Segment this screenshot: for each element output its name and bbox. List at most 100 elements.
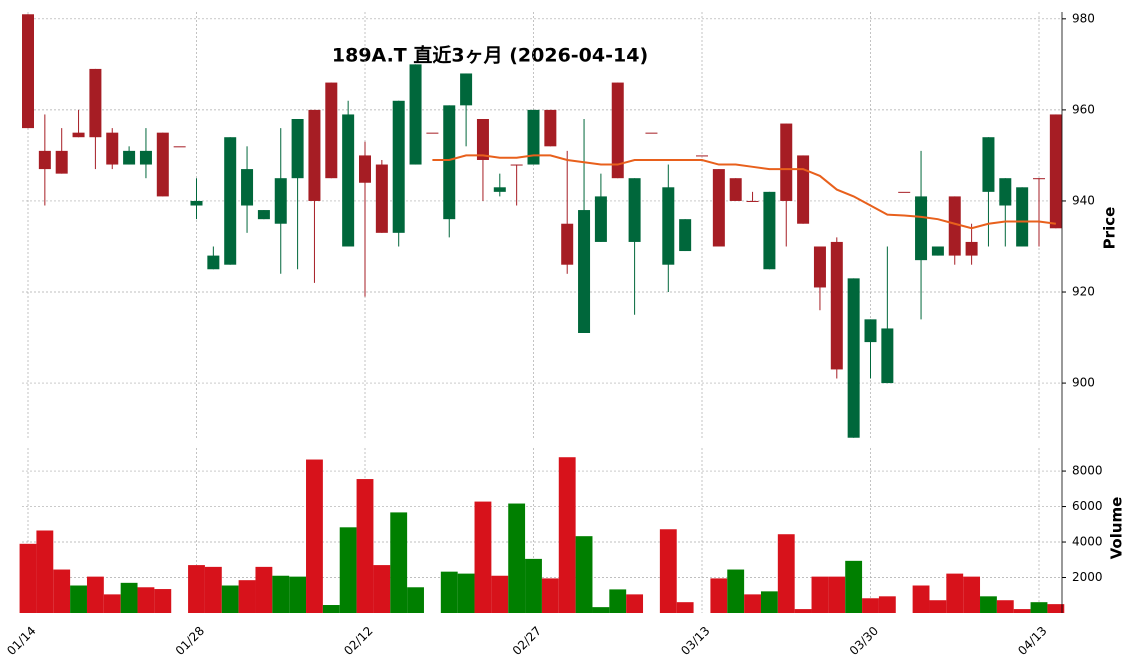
volume-bar (491, 575, 509, 613)
volume-bar (407, 587, 424, 613)
x-tick-label: 01/28 (173, 624, 207, 658)
volume-bar (1047, 604, 1065, 613)
candle-body (392, 100, 405, 233)
volume-bar (541, 578, 559, 613)
candle-body (999, 178, 1012, 206)
candle-body (476, 119, 489, 160)
candle-body (763, 191, 776, 270)
chart-title: 189A.T 直近3ヶ月 (2026-04-14) (332, 44, 648, 67)
candle-body (611, 82, 624, 179)
candle-body (830, 241, 843, 370)
candle-body (22, 14, 34, 129)
candle-body (965, 241, 978, 256)
candle-body (948, 196, 961, 256)
candle-body (173, 146, 186, 148)
volume-bar (676, 602, 694, 613)
volume-bar (963, 576, 981, 613)
candle-body (291, 119, 304, 179)
volume-bar (19, 543, 37, 613)
volume-bar (238, 580, 256, 613)
volume-bar (760, 591, 778, 613)
volume-bar (154, 589, 172, 613)
volume-bar (659, 529, 677, 613)
x-tick-label: 04/13 (1015, 624, 1049, 658)
candle-body (813, 246, 826, 288)
x-tick-label: 02/27 (510, 624, 544, 658)
volume-bar (996, 600, 1014, 613)
candle-body (190, 200, 203, 206)
volume-bar (862, 598, 879, 613)
volume-bar (188, 565, 205, 613)
volume-bar (137, 587, 155, 613)
candle-body (207, 255, 220, 270)
candle-body (578, 210, 591, 333)
volume-bar (1030, 602, 1048, 613)
candle-body (443, 105, 456, 220)
volume-bar (946, 573, 964, 613)
candle-body (426, 132, 439, 134)
volume-bar (727, 569, 745, 613)
volume-bar (457, 573, 475, 613)
volume-bar (356, 479, 374, 613)
volume-bar (828, 576, 846, 613)
candle-body (257, 210, 270, 220)
candle-body (510, 164, 523, 166)
candle-body (460, 73, 473, 106)
y2-axis-label: Volume (1108, 497, 1126, 560)
candle-body (156, 132, 169, 197)
y-axis-label: Price (1101, 207, 1119, 250)
y2-tick-label: 8000 (1072, 464, 1103, 478)
volume-bar (777, 534, 795, 613)
candle-body (1033, 178, 1045, 180)
volume-bar (929, 600, 947, 613)
candle-body (139, 150, 152, 165)
candle-body (123, 150, 136, 165)
candle-body (847, 278, 860, 438)
volume-bar (980, 596, 997, 613)
candle-body (712, 169, 725, 247)
candle-body (1016, 187, 1029, 247)
candle-body (308, 109, 321, 201)
volume-bar (912, 585, 930, 613)
volume-bar (508, 503, 526, 613)
volume-bar (322, 605, 340, 613)
x-tick-label: 01/14 (4, 624, 38, 658)
candle-body (881, 328, 894, 384)
candle-body (561, 223, 574, 265)
candle-body (544, 109, 557, 147)
volume-bar (306, 459, 323, 613)
candle-body (797, 155, 810, 224)
candle-body (729, 178, 742, 201)
volume-bar (744, 594, 761, 613)
volume-bar (221, 585, 239, 613)
volume-bar (103, 594, 121, 613)
candle-body (55, 150, 68, 174)
x-tick-label: 03/30 (847, 624, 881, 658)
volume-bar (575, 536, 593, 613)
candle-body (38, 150, 51, 170)
volume-bar (70, 585, 87, 613)
y-tick-label: 940 (1072, 193, 1095, 207)
candle-body (662, 187, 675, 265)
volume-bar (794, 609, 812, 613)
y-tick-label: 980 (1072, 11, 1095, 25)
volume-bar (474, 501, 492, 613)
y2-tick-label: 2000 (1072, 570, 1103, 584)
candle-body (274, 178, 287, 224)
candle-body (594, 196, 607, 242)
x-tick-label: 02/12 (341, 624, 375, 658)
volume-bar (609, 589, 627, 613)
candle-body (72, 132, 85, 138)
volume-bar (626, 594, 644, 613)
volume-bar (440, 571, 458, 613)
y-tick-label: 920 (1072, 285, 1095, 299)
volume-bar (845, 560, 863, 613)
candle-body (241, 169, 254, 206)
candle-body (679, 219, 692, 252)
volume-bar (878, 596, 896, 613)
y-tick-label: 960 (1072, 102, 1095, 116)
volume-bar (1013, 609, 1031, 613)
volume-bar (339, 527, 357, 613)
volume-bar (525, 558, 542, 613)
candle-body (1049, 114, 1062, 229)
